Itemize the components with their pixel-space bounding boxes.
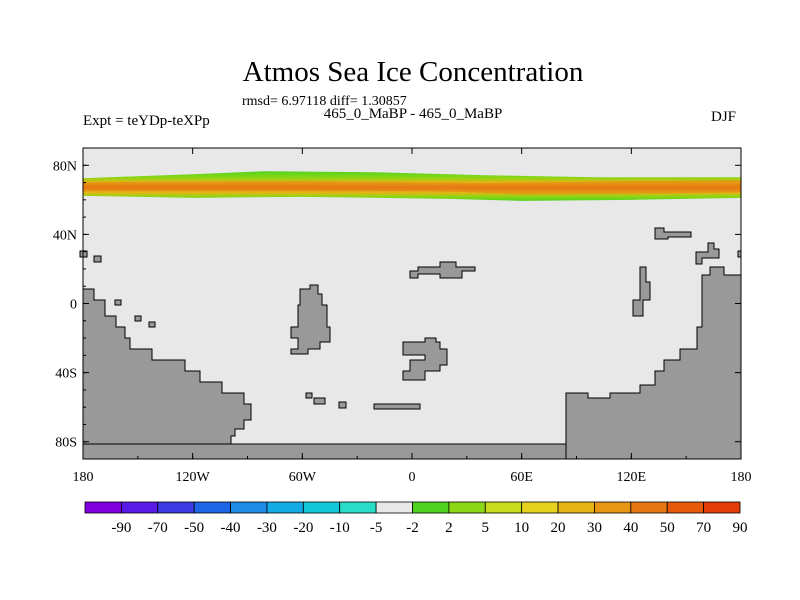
colorbar-label: -70 <box>148 520 168 536</box>
land-antarctica <box>82 443 567 460</box>
colorbar-label: -50 <box>184 520 204 536</box>
land-island-peninsula <box>695 242 720 265</box>
x-tick-label: 60E <box>510 470 533 485</box>
land-islet-5 <box>338 401 347 409</box>
land-islet-7 <box>313 397 326 405</box>
colorbar-box-17 <box>703 501 741 514</box>
colorbar-box-9 <box>412 501 450 514</box>
chart-title: Atmos Sea Ice Concentration <box>242 56 584 88</box>
colorbar-label: 30 <box>587 520 602 536</box>
colorbar-label: -10 <box>330 520 350 536</box>
colorbar-box-5 <box>266 501 304 514</box>
land-islet-1 <box>93 255 102 263</box>
experiment-label: Expt = teYDp-teXPp <box>83 113 210 129</box>
land-central-south <box>402 337 448 381</box>
chart-subtitle: 465_0_MaBP - 465_0_MaBP <box>323 106 503 122</box>
colorbar-label: -40 <box>221 520 241 536</box>
y-tick-label: 40N <box>53 228 77 243</box>
colorbar-box-13 <box>557 501 595 514</box>
y-tick-label: 80S <box>55 436 77 451</box>
colorbar-box-11 <box>484 501 523 514</box>
land-islet-4 <box>148 321 156 328</box>
land-island-north-east <box>654 227 692 240</box>
colorbar-label: -30 <box>257 520 277 536</box>
season-label: DJF <box>711 109 737 125</box>
x-tick-label: 180 <box>73 470 94 485</box>
colorbar-label: 10 <box>514 520 529 536</box>
colorbar-box-6 <box>302 501 341 514</box>
colorbar-label: -90 <box>111 520 131 536</box>
land-central-north <box>409 261 476 279</box>
y-tick-label: 80N <box>53 159 77 174</box>
land-islet-3 <box>134 315 142 322</box>
colorbar-box-14 <box>594 501 632 514</box>
land-islet-2 <box>114 299 122 306</box>
sea-ice-band <box>83 171 741 201</box>
land-strip-south <box>373 403 421 410</box>
colorbar-box-12 <box>521 501 559 514</box>
colorbar-label: -20 <box>293 520 313 536</box>
colorbar-box-2 <box>157 501 195 514</box>
colorbar-label: -5 <box>370 520 383 536</box>
land-islet-6 <box>305 392 313 399</box>
colorbar-box-8 <box>375 501 413 514</box>
colorbar-box-15 <box>630 501 668 514</box>
colorbar-label: 50 <box>660 520 675 536</box>
land-west-central <box>290 284 331 355</box>
colorbar-box-10 <box>448 501 486 514</box>
colorbar-box-7 <box>339 501 377 514</box>
y-tick-label: 40S <box>55 367 77 382</box>
x-tick-label: 60W <box>289 470 317 485</box>
x-tick-label: 120E <box>617 470 647 485</box>
colorbar-label: -2 <box>406 520 419 536</box>
colorbar-label: 70 <box>696 520 711 536</box>
x-tick-label: 120W <box>176 470 211 485</box>
colorbar-box-4 <box>230 501 268 514</box>
y-tick-label: 0 <box>70 298 77 313</box>
colorbar-label: 40 <box>623 520 638 536</box>
colorbar-label: 20 <box>551 520 566 536</box>
colorbar-box-16 <box>666 501 705 514</box>
colorbar-label: 5 <box>482 520 490 536</box>
colorbar-box-1 <box>120 501 159 514</box>
sea-ice-core <box>83 180 741 195</box>
land-continent-east <box>565 266 742 460</box>
x-tick-label: 180 <box>731 470 752 485</box>
colorbar-box-0 <box>84 501 122 514</box>
stats-label: rmsd= 6.97118 diff= 1.30857 <box>242 94 407 109</box>
x-tick-label: 0 <box>409 470 416 485</box>
land-island-arc <box>632 266 651 317</box>
colorbar-label: 2 <box>445 520 453 536</box>
colorbar-box-3 <box>193 501 231 514</box>
land-continent-west <box>82 288 252 445</box>
colorbar-label: 90 <box>733 520 748 536</box>
